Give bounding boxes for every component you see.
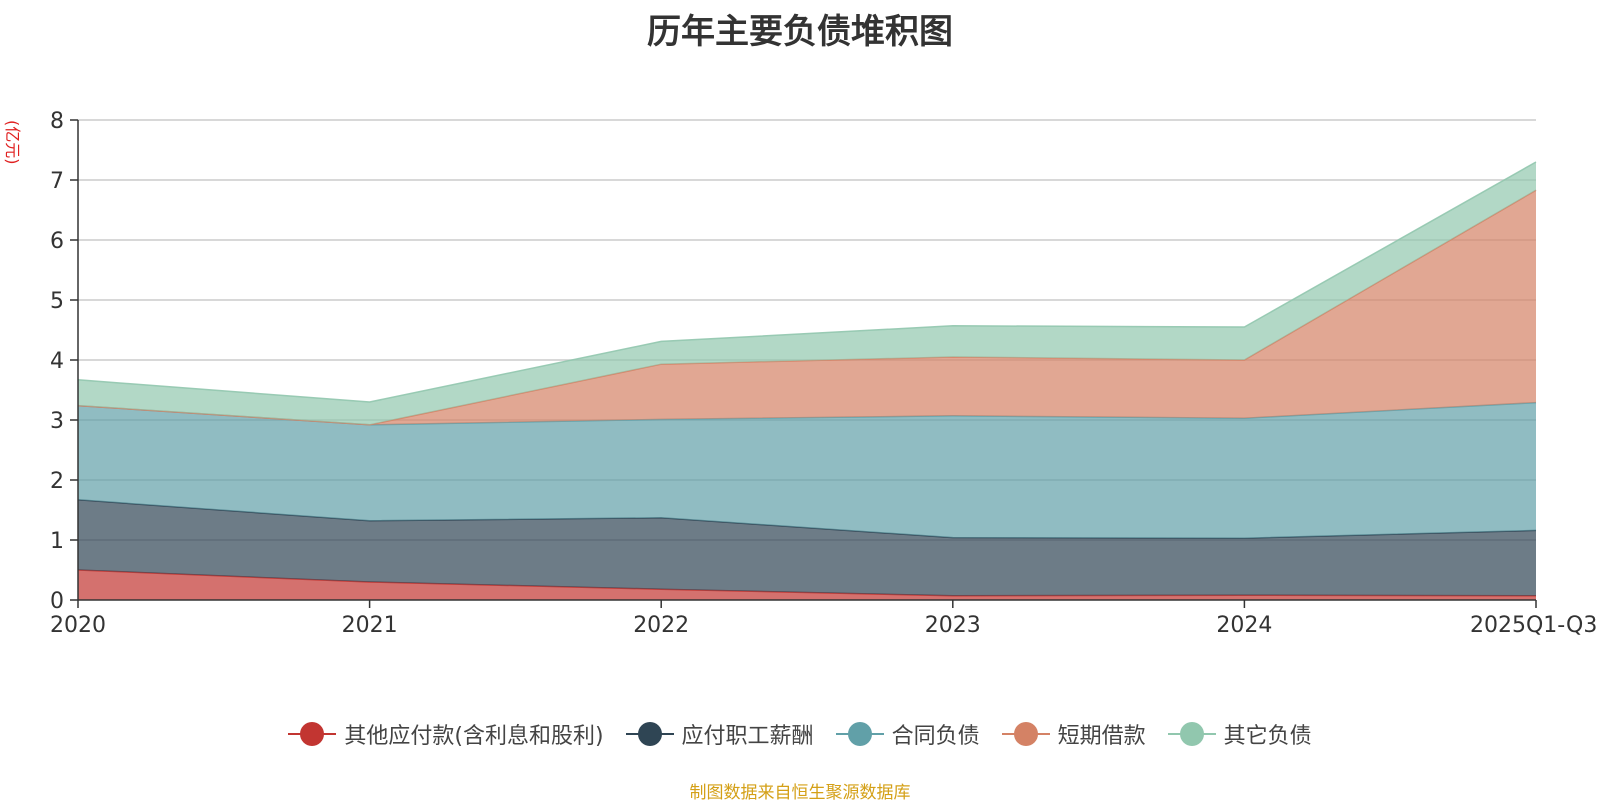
y-tick-label: 8	[50, 109, 64, 134]
legend-item[interactable]: 其它负债	[1167, 718, 1312, 750]
legend-swatch	[625, 722, 674, 746]
legend-label: 其它负债	[1223, 724, 1312, 749]
legend-label: 合同负债	[891, 724, 980, 749]
area-series-5	[78, 162, 1536, 425]
x-tick-label: 2025Q1-Q3	[1470, 613, 1597, 638]
y-tick-label: 5	[50, 289, 64, 314]
y-tick-labels: 0 1 2 3 4 5 6 7 8	[50, 109, 78, 614]
legend-item[interactable]: 其他应付款(含利息和股利)	[288, 718, 604, 750]
legend: 其他应付款(含利息和股利) 应付职工薪酬 合同负债 短期借款 其它负债	[0, 718, 1600, 750]
area-series-1	[78, 570, 1536, 600]
y-tick-label: 2	[50, 469, 64, 494]
legend-swatch	[835, 722, 884, 746]
x-tick-label: 2024	[1216, 613, 1272, 638]
chart-title: 历年主要负债堆积图	[647, 12, 953, 52]
data-source-note: 制图数据来自恒生聚源数据库	[689, 783, 911, 803]
legend-label: 其他应付款(含利息和股利)	[344, 724, 604, 749]
area-series-line-5	[77, 161, 1537, 403]
area-series-2	[78, 499, 1536, 596]
x-tick-label: 2023	[925, 613, 981, 638]
x-tick-label: 2021	[342, 613, 398, 638]
y-tick-label: 6	[50, 229, 64, 254]
y-tick-label: 4	[50, 349, 64, 374]
x-tick-labels: 2020 2021 2022 2023 2024 2025Q1-Q3	[50, 600, 1597, 638]
legend-item[interactable]: 合同负债	[835, 718, 980, 750]
area-series-4	[78, 190, 1536, 425]
y-tick-label: 1	[50, 529, 64, 554]
legend-item[interactable]: 应付职工薪酬	[625, 718, 814, 750]
legend-swatch	[1167, 722, 1216, 746]
y-tick-label: 3	[50, 409, 64, 434]
area-series-line-2	[77, 499, 1537, 539]
legend-swatch	[288, 722, 337, 746]
legend-item[interactable]: 短期借款	[1001, 718, 1146, 750]
y-tick-label: 0	[50, 589, 64, 614]
legend-label: 短期借款	[1057, 724, 1146, 749]
stacked-area-chart: 0 1 2 3 4 5 6 7 8 2020 2021 2022 2023 2024 2025Q1-Q3	[50, 109, 1597, 638]
x-tick-label: 2020	[50, 613, 106, 638]
y-tick-label: 7	[50, 169, 64, 194]
legend-label: 应付职工薪酬	[681, 724, 814, 749]
area-series-3	[78, 402, 1536, 539]
area-series	[77, 161, 1537, 600]
legend-swatch	[1001, 722, 1050, 746]
x-tick-label: 2022	[633, 613, 689, 638]
